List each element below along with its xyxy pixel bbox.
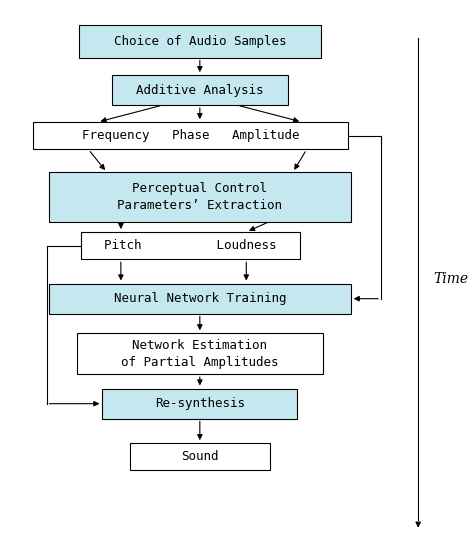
FancyBboxPatch shape <box>111 75 288 105</box>
Text: Time: Time <box>433 272 468 286</box>
FancyBboxPatch shape <box>130 443 270 470</box>
Text: Frequency   Phase   Amplitude: Frequency Phase Amplitude <box>82 129 299 142</box>
FancyBboxPatch shape <box>79 25 320 57</box>
Text: Network Estimation
of Partial Amplitudes: Network Estimation of Partial Amplitudes <box>121 339 279 369</box>
FancyBboxPatch shape <box>102 388 297 418</box>
Text: Neural Network Training: Neural Network Training <box>114 292 286 305</box>
FancyBboxPatch shape <box>33 122 348 150</box>
Text: Perceptual Control
Parameters’ Extraction: Perceptual Control Parameters’ Extractio… <box>118 182 283 212</box>
FancyBboxPatch shape <box>49 172 351 222</box>
Text: Additive Analysis: Additive Analysis <box>136 84 264 97</box>
Text: Sound: Sound <box>181 450 219 463</box>
Text: Choice of Audio Samples: Choice of Audio Samples <box>114 35 286 47</box>
FancyBboxPatch shape <box>77 334 323 374</box>
Text: Re-synthesis: Re-synthesis <box>155 397 245 410</box>
FancyBboxPatch shape <box>82 232 300 259</box>
Text: Pitch          Loudness: Pitch Loudness <box>104 239 277 252</box>
FancyBboxPatch shape <box>49 283 351 314</box>
